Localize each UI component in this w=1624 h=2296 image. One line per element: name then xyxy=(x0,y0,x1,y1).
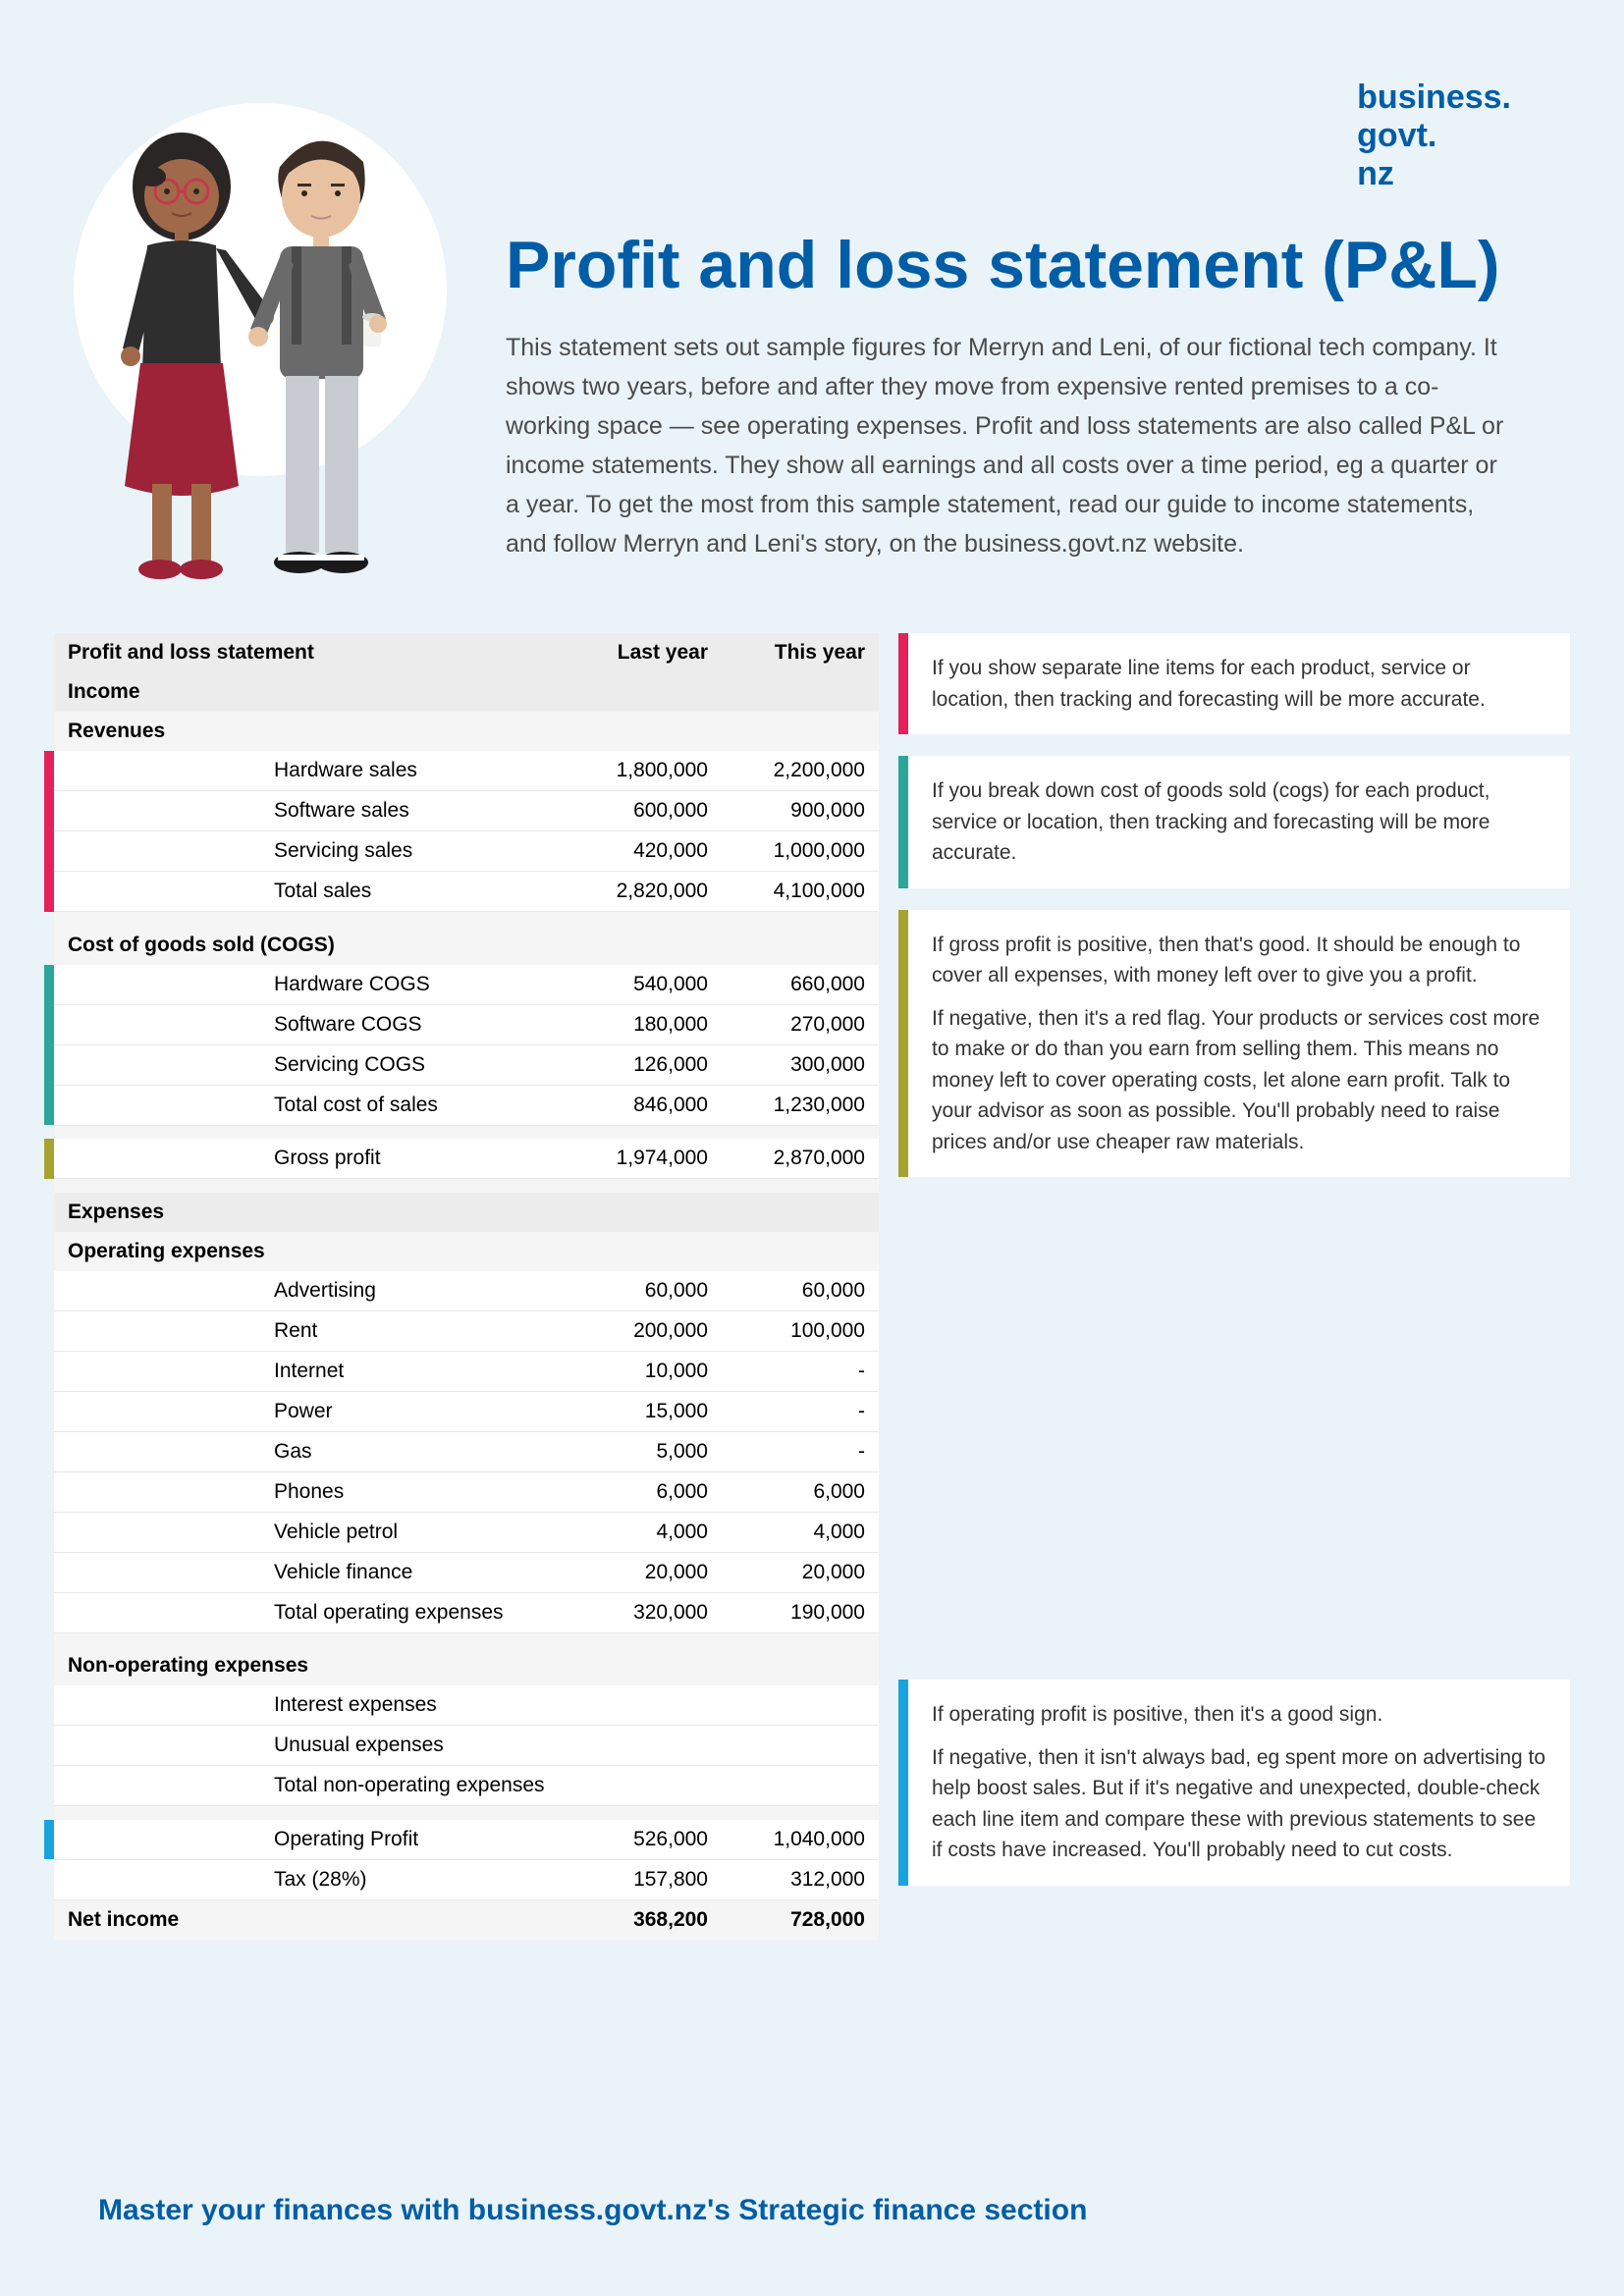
col-this-year: This year xyxy=(722,633,879,672)
table-row: Rent200,000100,000 xyxy=(54,1310,879,1351)
expenses-heading: Expenses xyxy=(54,1193,879,1232)
people-illustration-svg xyxy=(54,74,476,604)
gross-profit-block: Gross profit1,974,0002,870,000 xyxy=(54,1139,879,1179)
table-row: Vehicle petrol4,0004,000 xyxy=(54,1512,879,1552)
table-title: Profit and loss statement xyxy=(54,633,565,672)
table-row: Hardware sales1,800,0002,200,000 xyxy=(54,751,879,791)
net-income-row: Net income368,200728,000 xyxy=(54,1899,879,1940)
brand-line: govt. xyxy=(1357,117,1511,155)
nonop-block: Interest expenses Unusual expenses Total… xyxy=(54,1685,879,1806)
note-gross-profit: If gross profit is positive, then that's… xyxy=(908,910,1570,1178)
hero-section: Profit and loss statement (P&L) This sta… xyxy=(54,54,1570,604)
income-heading: Income xyxy=(54,672,879,712)
page-title: Profit and loss statement (P&L) xyxy=(506,231,1511,300)
table-row: Hardware COGS540,000660,000 xyxy=(54,965,879,1005)
table-row: Gross profit1,974,0002,870,000 xyxy=(54,1139,879,1179)
opex-block: Advertising60,00060,000 Rent200,000100,0… xyxy=(54,1271,879,1633)
col-last-year: Last year xyxy=(565,633,722,672)
table-row: Total non-operating expenses xyxy=(54,1766,879,1806)
table-row: Servicing sales420,0001,000,000 xyxy=(54,831,879,872)
table-row: Gas5,000- xyxy=(54,1431,879,1471)
table-row: Tax (28%)157,800312,000 xyxy=(54,1859,879,1899)
table-row: Vehicle finance20,00020,000 xyxy=(54,1552,879,1592)
table-header-row: Profit and loss statement Last year This… xyxy=(54,633,879,672)
table-row: Power15,000- xyxy=(54,1391,879,1431)
brand-logo: business. govt. nz xyxy=(1357,79,1511,193)
cogs-block: Hardware COGS540,000660,000 Software COG… xyxy=(54,965,879,1126)
table-row: Servicing COGS126,000300,000 xyxy=(54,1044,879,1085)
revenues-heading: Revenues xyxy=(54,712,879,751)
table-row: Unusual expenses xyxy=(54,1726,879,1766)
page: business. govt. nz xyxy=(0,0,1624,2296)
table-row: Operating Profit526,0001,040,000 xyxy=(54,1820,879,1860)
table-row: Software sales600,000900,000 xyxy=(54,791,879,831)
opex-heading: Operating expenses xyxy=(54,1232,879,1271)
table-row: Total sales2,820,0004,100,000 xyxy=(54,872,879,912)
notes-column: If you show separate line items for each… xyxy=(908,633,1570,1940)
pl-table-wrap: Profit and loss statement Last year This… xyxy=(54,633,879,1940)
brand-line: nz xyxy=(1357,155,1511,193)
table-row: Interest expenses xyxy=(54,1685,879,1726)
cogs-heading: Cost of goods sold (COGS) xyxy=(54,926,879,965)
person-a xyxy=(121,133,274,579)
intro-paragraph: This statement sets out sample figures f… xyxy=(506,328,1511,563)
hero-illustration xyxy=(54,74,476,604)
note-operating-profit: If operating profit is positive, then it… xyxy=(908,1680,1570,1886)
brand-line: business. xyxy=(1357,79,1511,117)
body-area: Profit and loss statement Last year This… xyxy=(54,633,1570,1940)
footer-text: Master your finances with business.govt.… xyxy=(98,2194,1087,2227)
table-row: Total operating expenses320,000190,000 xyxy=(54,1592,879,1632)
note-cogs: If you break down cost of goods sold (co… xyxy=(908,756,1570,888)
table-row: Total cost of sales846,0001,230,000 xyxy=(54,1085,879,1125)
pl-table: Profit and loss statement Last year This… xyxy=(54,633,879,1940)
revenues-block: Hardware sales1,800,0002,200,000 Softwar… xyxy=(54,751,879,912)
table-row: Internet10,000- xyxy=(54,1351,879,1391)
table-row: Phones6,0006,000 xyxy=(54,1471,879,1512)
person-b xyxy=(248,141,387,573)
table-row: Advertising60,00060,000 xyxy=(54,1271,879,1311)
operating-profit-block: Operating Profit526,0001,040,000 xyxy=(54,1820,879,1860)
nonop-heading: Non-operating expenses xyxy=(54,1646,879,1685)
note-revenues: If you show separate line items for each… xyxy=(908,633,1570,734)
table-row: Software COGS180,000270,000 xyxy=(54,1004,879,1044)
